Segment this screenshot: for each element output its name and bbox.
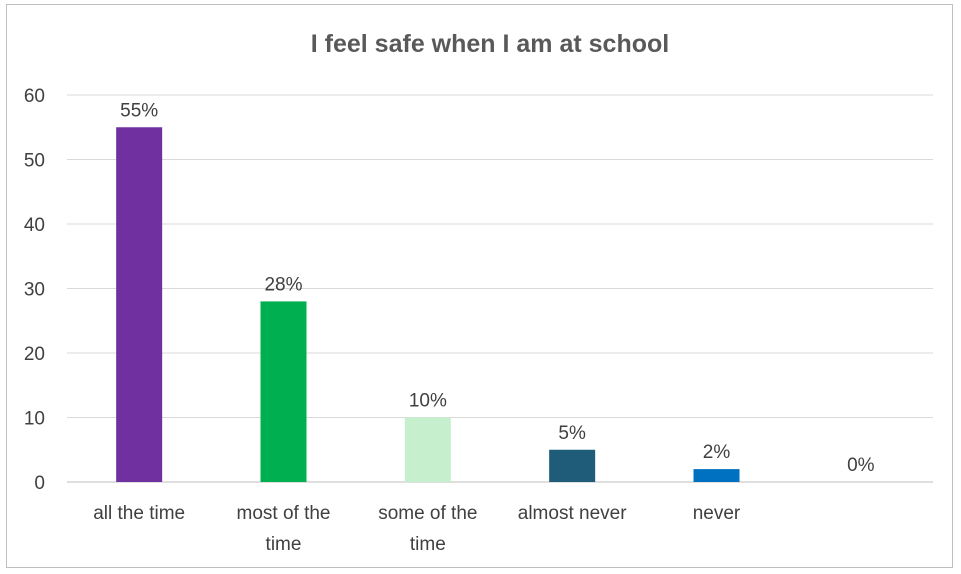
bar xyxy=(549,449,596,482)
gridlines xyxy=(67,94,933,483)
bar xyxy=(693,469,740,482)
x-axis-categories: all the time most of the time some of the ti… xyxy=(93,503,741,555)
y-tick-label: 20 xyxy=(24,344,45,365)
y-tick-label: 60 xyxy=(24,86,45,107)
x-category-label: most of the xyxy=(237,503,331,524)
x-category-label: all the time xyxy=(93,503,185,524)
y-axis-ticks: 0 10 20 30 40 50 60 xyxy=(24,86,45,494)
x-category-label: some of the xyxy=(378,503,477,524)
data-label: 28% xyxy=(264,274,302,295)
bar xyxy=(260,301,307,482)
x-category-label: never xyxy=(693,503,741,524)
chart-frame xyxy=(6,4,953,568)
data-label: 0% xyxy=(847,455,875,476)
bar xyxy=(116,127,163,482)
data-label: 2% xyxy=(703,442,731,463)
data-label: 10% xyxy=(409,391,447,412)
bars xyxy=(116,127,740,482)
data-label: 55% xyxy=(120,100,158,121)
y-tick-label: 0 xyxy=(34,473,45,494)
bar xyxy=(404,417,451,482)
chart-title: I feel safe when I am at school xyxy=(311,30,669,58)
y-tick-label: 50 xyxy=(24,151,45,172)
y-tick-label: 40 xyxy=(24,215,45,236)
data-label: 5% xyxy=(558,423,586,444)
y-tick-label: 10 xyxy=(24,409,45,430)
x-category-label: time xyxy=(410,534,446,555)
x-category-label: almost never xyxy=(518,503,627,524)
data-labels: 55% 28% 10% 5% 2% 0% xyxy=(120,100,875,476)
y-tick-label: 30 xyxy=(24,280,45,301)
x-category-label: time xyxy=(266,534,302,555)
